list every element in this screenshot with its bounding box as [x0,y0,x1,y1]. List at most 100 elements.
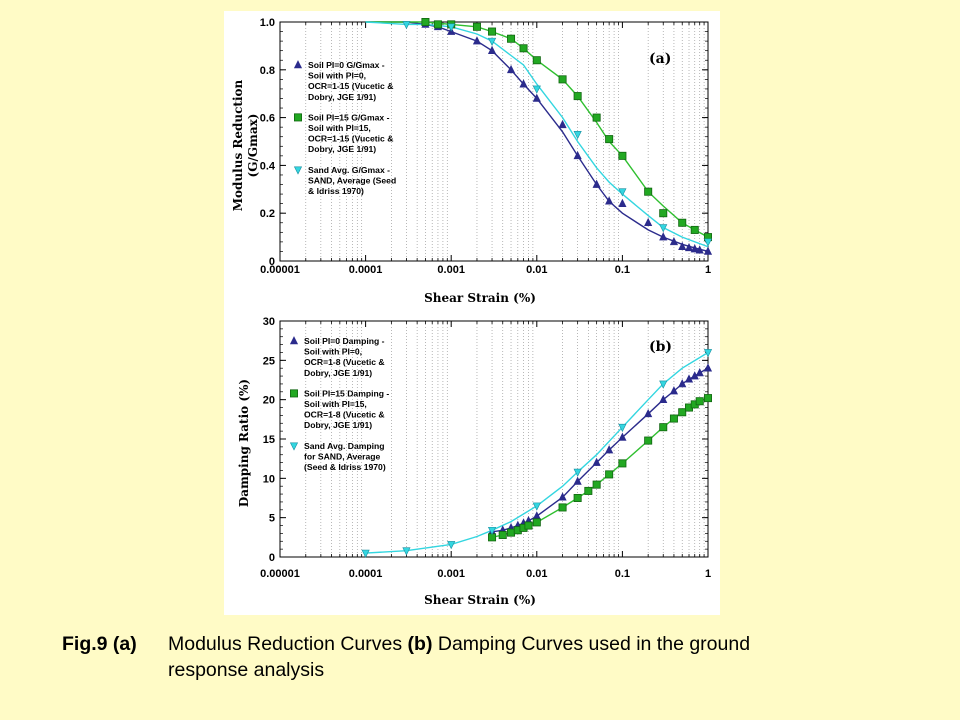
panel-label: (a) [649,51,671,67]
data-point-pi15 [644,187,653,196]
legend-text-pi15: Dobry, JGE 1/91) [304,420,372,430]
data-point-pi15 [507,34,516,43]
legend-text-pi15: OCR=1-15 (Vucetic & [308,134,393,144]
data-point-pi0 [678,241,687,250]
legend-text-pi0: Soil PI=0 Damping - [304,336,385,346]
data-point-pi0 [678,379,687,388]
data-point-pi15 [669,414,678,423]
y-tick-label: 0.8 [260,65,275,77]
data-point-pi0 [659,394,668,403]
data-point-pi15 [618,151,627,160]
data-point-pi0 [605,196,614,205]
y-axis-title-units: (G/Gmax) [246,114,260,178]
data-point-pi0 [592,179,601,188]
chart-a: 0.00001 0.0001 0.001 0.01 0.1 1 0 0.2 0.4 0.6 0.8 1… [231,17,713,305]
data-point-pi15 [584,486,593,495]
data-point-sand [618,188,627,197]
data-point-pi15 [507,528,516,537]
data-point-pi0 [573,150,582,160]
data-point-pi0 [592,457,601,466]
y-tick-label: 20 [263,395,275,407]
data-point-pi15 [678,408,687,417]
data-point-pi15 [678,218,687,227]
data-point-pi0 [558,492,567,501]
data-point-sand [447,541,456,550]
data-point-pi15 [532,518,541,527]
x-tick-label: 0.0001 [349,568,383,580]
data-point-sand [402,21,411,30]
figure-svg: 0.00001 0.0001 0.001 0.01 0.1 100.20.40.60.81… [231,17,713,607]
data-point-pi0 [659,232,668,241]
data-point-pi0 [684,374,694,383]
data-point-pi15 [472,22,481,31]
y-tick-label: 0.2 [260,208,275,220]
data-point-pi0 [695,368,704,377]
data-point-sand [447,23,456,32]
data-point-pi15 [659,209,668,218]
data-point-pi15 [618,459,627,468]
legend-text-pi0: Soil with PI=0, [304,347,362,357]
x-tick-label: 0.00001 [260,264,300,276]
data-point-pi15 [695,397,704,406]
data-point-pi0 [558,119,567,129]
data-point-sand [659,224,668,233]
y-tick-label: 0.6 [260,113,275,125]
caption-row-2: response analysis [62,657,920,683]
legend-text-pi0: Soil with PI=0, [308,71,366,81]
caption-indent [62,657,168,683]
data-point-pi15 [498,530,507,539]
series-line-sand [365,21,708,248]
figure-panel: 0.00001 0.0001 0.001 0.01 0.1 1 0 0.2 0.4 0.6 0.8 1… [224,11,720,615]
data-point-sand [573,131,582,140]
x-tick-label: 0.1 [615,264,630,276]
data-point-pi15 [558,503,567,512]
data-point-pi0 [669,237,679,246]
data-point-pi0 [605,445,614,454]
y-tick-label: 1.0 [260,17,275,29]
caption-row-1: Fig.9 (a) Modulus Reduction Curves (b) D… [62,631,920,657]
data-point-sand [703,238,713,247]
legend-text-pi15: OCR=1-8 (Vucetic & [304,410,385,420]
data-point-pi15 [659,423,668,432]
x-axis-title: Shear Strain (%) [424,593,536,607]
data-point-pi15 [573,92,582,101]
data-point-pi0 [573,476,582,485]
y-tick-label: 0 [269,552,275,564]
x-tick-label: 0.00001 [260,568,300,580]
data-point-pi15 [644,436,653,445]
caption-body: Modulus Reduction Curves (b) Damping Cur… [168,631,920,657]
data-point-sand [532,502,541,511]
legend-text-pi0: Dobry, JGE 1/91) [304,368,372,378]
data-point-pi0 [487,45,497,54]
x-tick-label: 1 [705,264,711,276]
data-point-pi0 [519,79,528,88]
legend-text-pi0: OCR=1-15 (Vucetic & [308,81,393,91]
legend-text-pi15: Dobry, JGE 1/91) [308,144,376,154]
legend-marker-sand [289,442,299,451]
data-point-pi15 [605,470,614,479]
data-point-pi0 [669,386,679,395]
data-point-pi15 [524,521,533,530]
data-point-sand [703,349,713,358]
legend-marker-sand [293,166,303,175]
caption-part-b-tag: (b) [407,633,433,655]
data-point-pi0 [532,93,541,102]
x-tick-label: 0.001 [437,568,465,580]
legend-text-pi15: Soil with PI=15, [304,399,367,409]
data-point-sand [487,37,497,46]
data-point-sand [618,423,627,433]
y-axis-title: Modulus Reduction [231,79,245,211]
figure-caption: Fig.9 (a) Modulus Reduction Curves (b) D… [62,631,920,683]
data-point-pi15 [573,493,582,502]
data-point-pi15 [592,480,601,489]
chart-b: 0.00001 0.0001 0.001 0.01 0.1 1051015202530Sh… [237,316,713,607]
x-tick-label: 0.1 [615,568,630,580]
legend-text-sand: for SAND, Average [304,451,380,461]
data-point-pi0 [618,432,627,441]
y-tick-label: 0 [269,256,275,268]
x-tick-label: 1 [705,568,711,580]
data-point-pi0 [684,242,694,252]
legend-text-sand: & Idriss 1970) [308,186,364,196]
caption-lead: Fig.9 (a) [62,633,137,655]
caption-part-b: Damping Curves used in the ground [437,633,751,655]
